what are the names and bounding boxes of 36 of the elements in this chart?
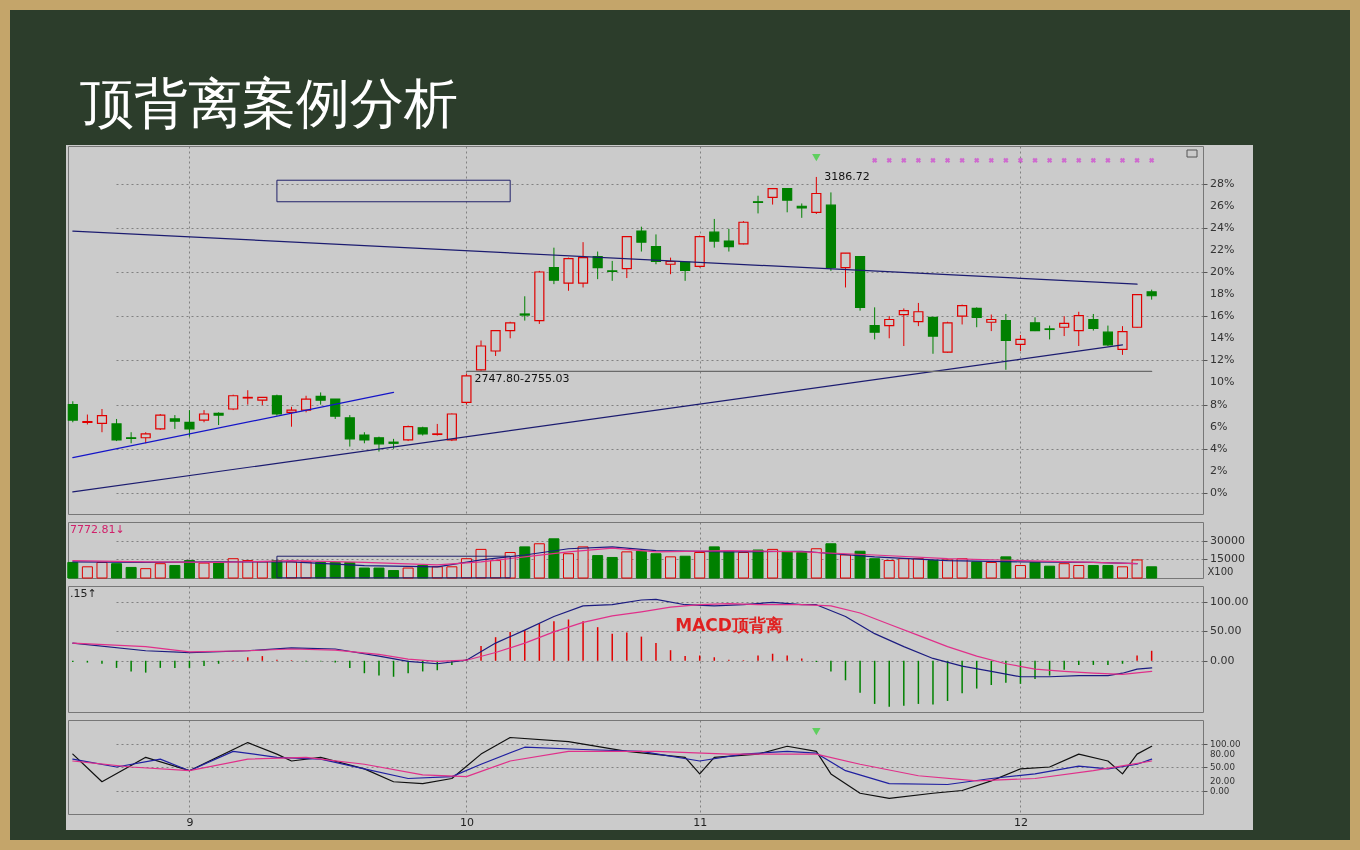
annotation: 7772.81↓ bbox=[70, 523, 125, 536]
annotation: MACD顶背离 bbox=[675, 614, 783, 635]
y-tick-label: 15000 bbox=[1210, 552, 1245, 566]
y-tick-label: 10% bbox=[1210, 375, 1235, 389]
x-tick-label: 10 bbox=[459, 815, 474, 829]
y-tick-label: 26% bbox=[1210, 198, 1235, 212]
y-tick-label: 50.00 bbox=[1210, 762, 1235, 773]
y-axis-title: X100 bbox=[1207, 565, 1234, 577]
y-tick-label: 6% bbox=[1210, 419, 1228, 433]
y-tick-label: 0% bbox=[1210, 486, 1228, 499]
y-tick-label: 22% bbox=[1210, 242, 1235, 256]
y-tick-label: 20% bbox=[1210, 264, 1235, 278]
y-tick-label: 100.00 bbox=[1210, 739, 1241, 750]
x-tick-label: 12 bbox=[1013, 815, 1028, 829]
y-tick-label: 30000 bbox=[1210, 533, 1245, 547]
y-tick-label: 12% bbox=[1210, 353, 1235, 367]
chart-title: 顶背离案例分析 bbox=[80, 72, 458, 136]
y-tick-label: 80.00 bbox=[1210, 748, 1235, 759]
y-tick-label: 14% bbox=[1210, 331, 1235, 345]
y-tick-label: 16% bbox=[1210, 309, 1235, 323]
y-tick-label: 100.00 bbox=[1210, 594, 1249, 608]
y-tick-label: 0.00 bbox=[1210, 785, 1230, 796]
y-tick-label: 50.00 bbox=[1210, 624, 1242, 638]
x-tick-label: 11 bbox=[693, 815, 708, 829]
y-tick-label: 28% bbox=[1210, 176, 1235, 190]
y-tick-label: 8% bbox=[1210, 397, 1228, 411]
y-tick-label: 4% bbox=[1210, 441, 1228, 455]
y-tick-label: 0.00 bbox=[1210, 653, 1235, 667]
x-tick-label: 9 bbox=[186, 815, 194, 829]
y-tick-label: 20.00 bbox=[1210, 776, 1235, 787]
annotation: 2747.80-2755.03 bbox=[474, 372, 570, 386]
y-tick-label: 24% bbox=[1210, 220, 1235, 234]
y-tick-label: 18% bbox=[1210, 287, 1235, 301]
annotation: .15↑ bbox=[70, 587, 97, 600]
annotation: 3186.72 bbox=[824, 169, 870, 183]
y-tick-label: 2% bbox=[1210, 463, 1228, 477]
